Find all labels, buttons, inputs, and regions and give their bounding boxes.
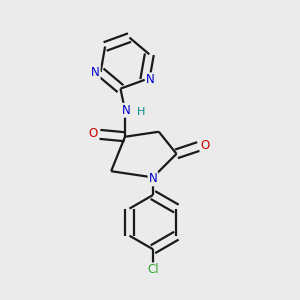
Text: Cl: Cl <box>147 263 159 276</box>
Text: N: N <box>146 73 154 86</box>
Text: O: O <box>89 127 98 140</box>
Text: N: N <box>122 104 131 117</box>
Text: N: N <box>91 65 100 79</box>
Text: O: O <box>200 140 210 152</box>
Text: N: N <box>148 172 157 185</box>
Text: H: H <box>137 107 146 117</box>
